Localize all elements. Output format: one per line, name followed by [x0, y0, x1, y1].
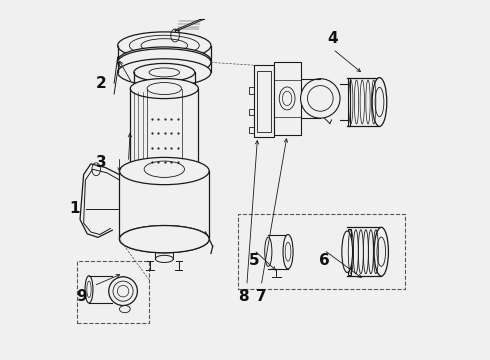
Ellipse shape — [300, 79, 340, 118]
Ellipse shape — [283, 234, 293, 269]
Bar — [348, 229, 351, 275]
Text: 5: 5 — [248, 253, 259, 268]
Ellipse shape — [134, 63, 195, 81]
Ellipse shape — [85, 276, 93, 303]
Ellipse shape — [130, 161, 198, 181]
Bar — [248, 109, 254, 116]
Ellipse shape — [374, 227, 389, 276]
Ellipse shape — [155, 239, 173, 246]
Ellipse shape — [118, 59, 211, 86]
Text: 2: 2 — [96, 76, 107, 91]
Ellipse shape — [265, 237, 272, 266]
Bar — [254, 65, 274, 137]
Ellipse shape — [118, 49, 211, 76]
Ellipse shape — [119, 277, 127, 306]
Text: 3: 3 — [97, 154, 107, 170]
Text: 8: 8 — [238, 289, 248, 304]
Text: 1: 1 — [69, 201, 79, 216]
Text: 7: 7 — [256, 289, 267, 304]
Bar — [257, 71, 271, 132]
Ellipse shape — [372, 78, 387, 126]
Ellipse shape — [120, 157, 209, 185]
Text: 4: 4 — [327, 31, 338, 46]
Ellipse shape — [155, 255, 173, 262]
Text: 9: 9 — [76, 289, 87, 304]
Ellipse shape — [118, 47, 211, 74]
Ellipse shape — [342, 231, 353, 273]
Bar — [347, 78, 350, 126]
Ellipse shape — [118, 32, 211, 59]
Bar — [274, 62, 300, 135]
Ellipse shape — [130, 78, 198, 99]
Ellipse shape — [120, 226, 209, 253]
Bar — [248, 87, 254, 94]
Bar — [248, 127, 254, 134]
Text: 6: 6 — [318, 253, 329, 268]
Ellipse shape — [134, 80, 195, 98]
Ellipse shape — [120, 226, 209, 253]
Ellipse shape — [109, 277, 137, 306]
